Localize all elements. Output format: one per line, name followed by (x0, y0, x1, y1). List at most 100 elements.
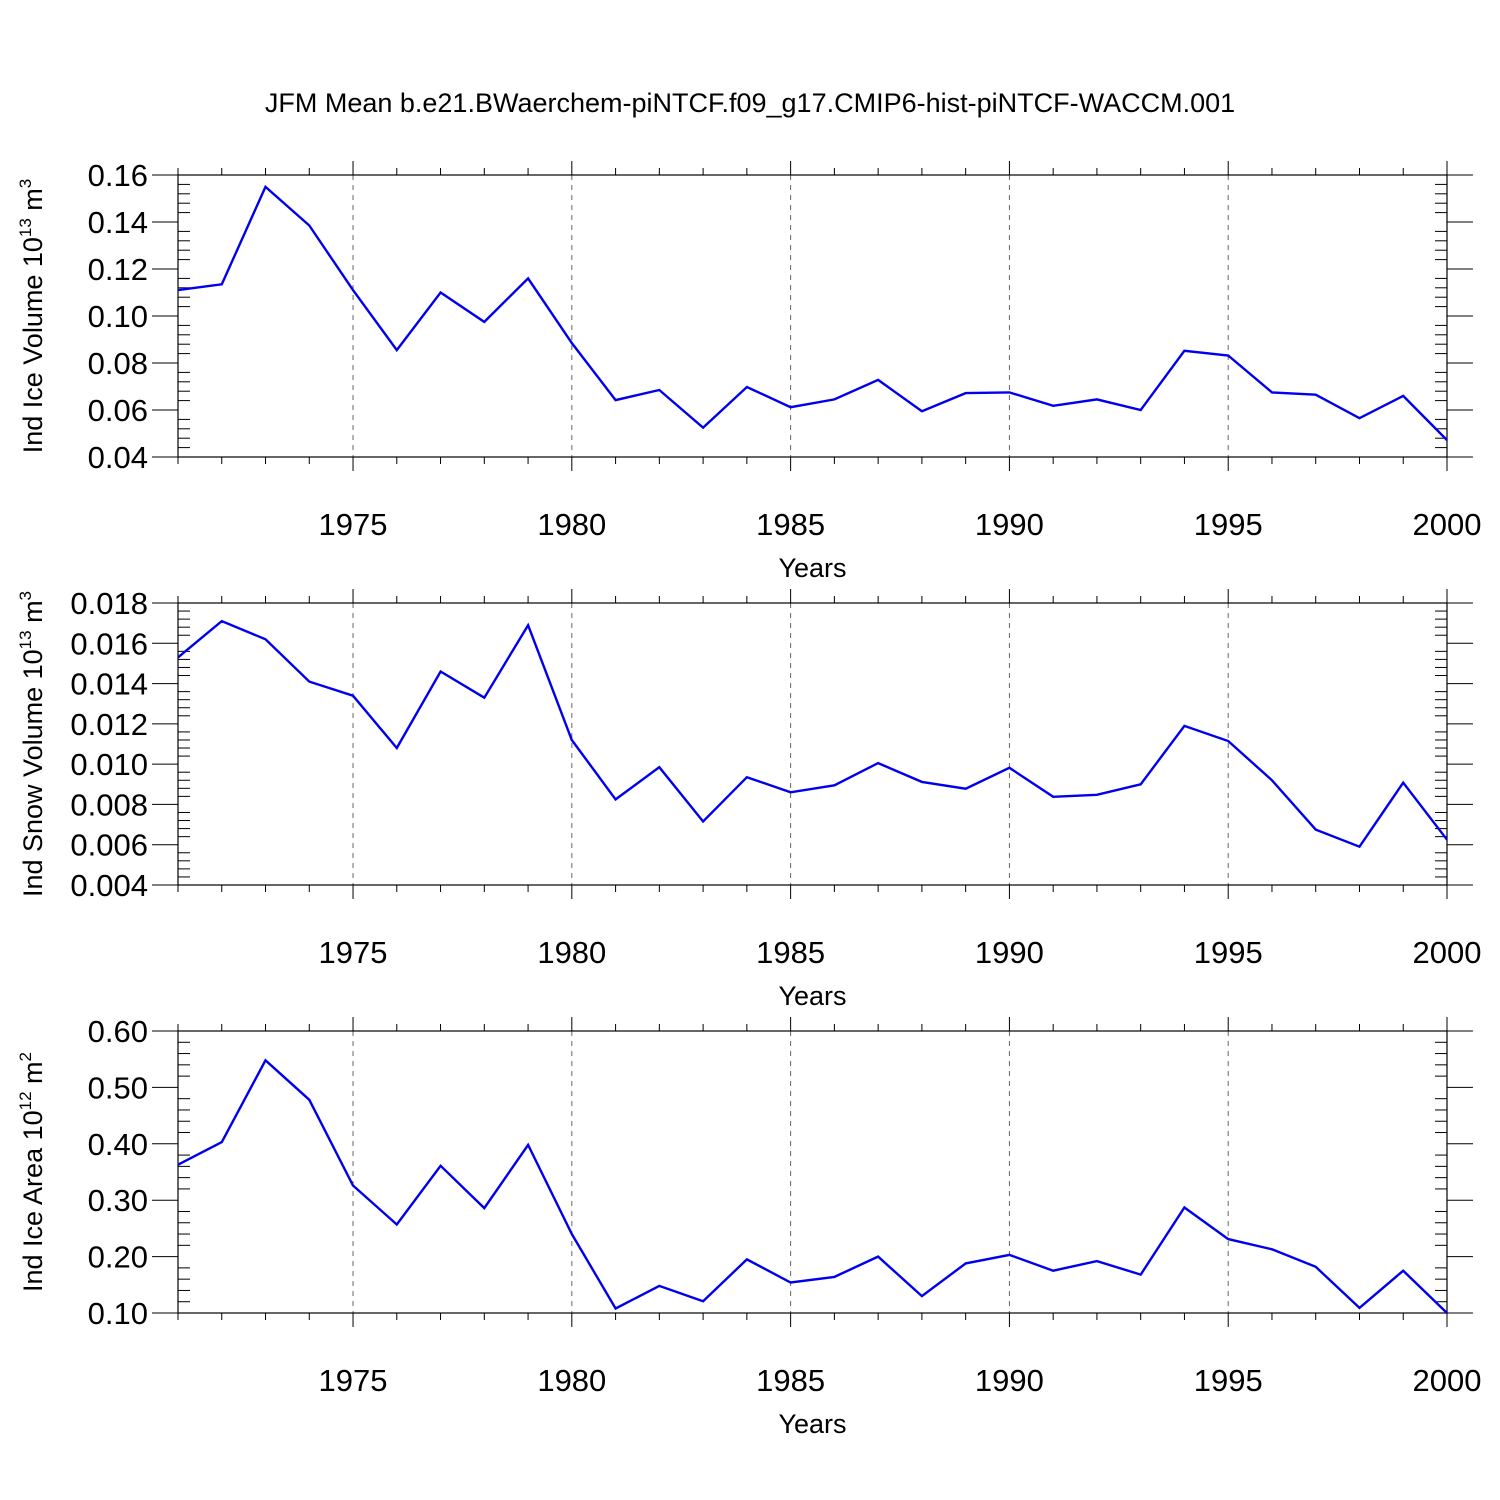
data-point (614, 798, 616, 800)
data-point (746, 1258, 748, 1260)
data-point (483, 1207, 485, 1209)
data-point (308, 680, 310, 682)
data-point (221, 620, 223, 622)
data-point (877, 762, 879, 764)
chart-panel-2: 0.004 0.006 0.008 0.010 0.012 0.014 0.016 0.018… (16, 586, 1481, 1011)
figure-title: JFM Mean b.e21.BWaerchem-piNTCF.f09_g17.… (265, 88, 1235, 118)
data-point (439, 1165, 441, 1167)
y-axis-label-text: Ind Ice Area 10 (18, 1110, 48, 1292)
data-point (1052, 1270, 1054, 1272)
y-tick-label: 0.016 (70, 626, 148, 661)
data-point (308, 224, 310, 226)
data-point (789, 1281, 791, 1283)
y-tick-label: 0.14 (88, 205, 148, 240)
data-point (1227, 354, 1229, 356)
x-tick-label: 1985 (756, 935, 825, 970)
data-point (1008, 1254, 1010, 1256)
y-tick-label: 0.06 (88, 393, 148, 428)
y-tick-label: 0.30 (88, 1183, 148, 1218)
data-point (1139, 1273, 1141, 1275)
y-axis-label-text: Ind Snow Volume 10 (18, 649, 48, 897)
y-tick-label: 0.16 (88, 158, 148, 193)
data-point (1096, 398, 1098, 400)
x-tick-label: 1990 (975, 507, 1044, 542)
y-tick-label: 0.014 (70, 667, 148, 702)
data-point (571, 342, 573, 344)
x-tick-label: 1975 (319, 1363, 388, 1398)
data-point (1008, 391, 1010, 393)
x-tick-label: 2000 (1413, 1363, 1482, 1398)
data-point (1183, 350, 1185, 352)
data-point (789, 406, 791, 408)
series-line (177, 619, 1448, 849)
data-point (483, 321, 485, 323)
data-point (1315, 394, 1317, 396)
data-point (921, 781, 923, 783)
x-tick-label: 1980 (537, 1363, 606, 1398)
data-point (1227, 1238, 1229, 1240)
data-point (658, 1285, 660, 1287)
data-point (1315, 1266, 1317, 1268)
data-point (746, 776, 748, 778)
data-point (1358, 1307, 1360, 1309)
data-point (264, 638, 266, 640)
data-point (264, 1059, 266, 1061)
data-point (352, 289, 354, 291)
series-line (177, 184, 1448, 441)
y-axis-label-text: m (18, 1061, 48, 1091)
data-point (1183, 725, 1185, 727)
data-point (1446, 838, 1448, 840)
y-tick-label: 0.12 (88, 252, 148, 287)
data-point (1402, 395, 1404, 397)
data-point (1402, 1270, 1404, 1272)
y-axis-label-text: m (18, 600, 48, 630)
x-tick-label: 1975 (319, 935, 388, 970)
y-tick-label: 0.012 (70, 707, 148, 742)
data-point (1358, 417, 1360, 419)
data-point (746, 386, 748, 388)
y-tick-label: 0.006 (70, 828, 148, 863)
x-tick-label: 2000 (1413, 507, 1482, 542)
data-point (833, 1276, 835, 1278)
data-point (877, 1255, 879, 1257)
plot-frame (177, 174, 1448, 458)
x-tick-label: 1990 (975, 1363, 1044, 1398)
x-tick-label: 1995 (1194, 1363, 1263, 1398)
chart-panel-1: 0.04 0.06 0.08 0.10 0.12 0.14 0.16 1975 1980 1985… (16, 158, 1481, 583)
y-tick-label: 0.50 (88, 1070, 148, 1105)
data-point (1271, 779, 1273, 781)
y-axis-label-superscript: 3 (16, 179, 35, 188)
data-point (396, 349, 398, 351)
data-point (1227, 740, 1229, 742)
x-tick-label: 1995 (1194, 935, 1263, 970)
data-point (177, 289, 179, 291)
data-point (614, 1307, 616, 1309)
data-point (877, 379, 879, 381)
y-axis-label-superscript: 3 (16, 591, 35, 600)
plot-frame (177, 1030, 1448, 1314)
data-point (1008, 767, 1010, 769)
data-point (352, 1184, 354, 1186)
data-point (1446, 439, 1448, 441)
plot-frame (177, 602, 1448, 886)
data-point (221, 283, 223, 285)
x-tick-label: 2000 (1413, 935, 1482, 970)
data-point (921, 1295, 923, 1297)
data-point (396, 1223, 398, 1225)
y-tick-label: 0.60 (88, 1014, 148, 1049)
data-point (964, 1262, 966, 1264)
y-axis-label: Ind Ice Volume 1013 m3 (16, 179, 48, 454)
x-axis-label: Years (778, 981, 846, 1011)
y-tick-label: 0.018 (70, 586, 148, 621)
data-point (221, 1141, 223, 1143)
data-point (921, 410, 923, 412)
data-point (1402, 781, 1404, 783)
y-axis-label: Ind Ice Area 1012 m2 (16, 1052, 48, 1292)
y-axis-label-superscript: 13 (16, 630, 35, 649)
y-axis-label-superscript: 12 (16, 1091, 35, 1110)
y-tick-label: 0.04 (88, 440, 148, 475)
data-point (964, 788, 966, 790)
x-tick-label: 1995 (1194, 507, 1263, 542)
data-point (1139, 409, 1141, 411)
